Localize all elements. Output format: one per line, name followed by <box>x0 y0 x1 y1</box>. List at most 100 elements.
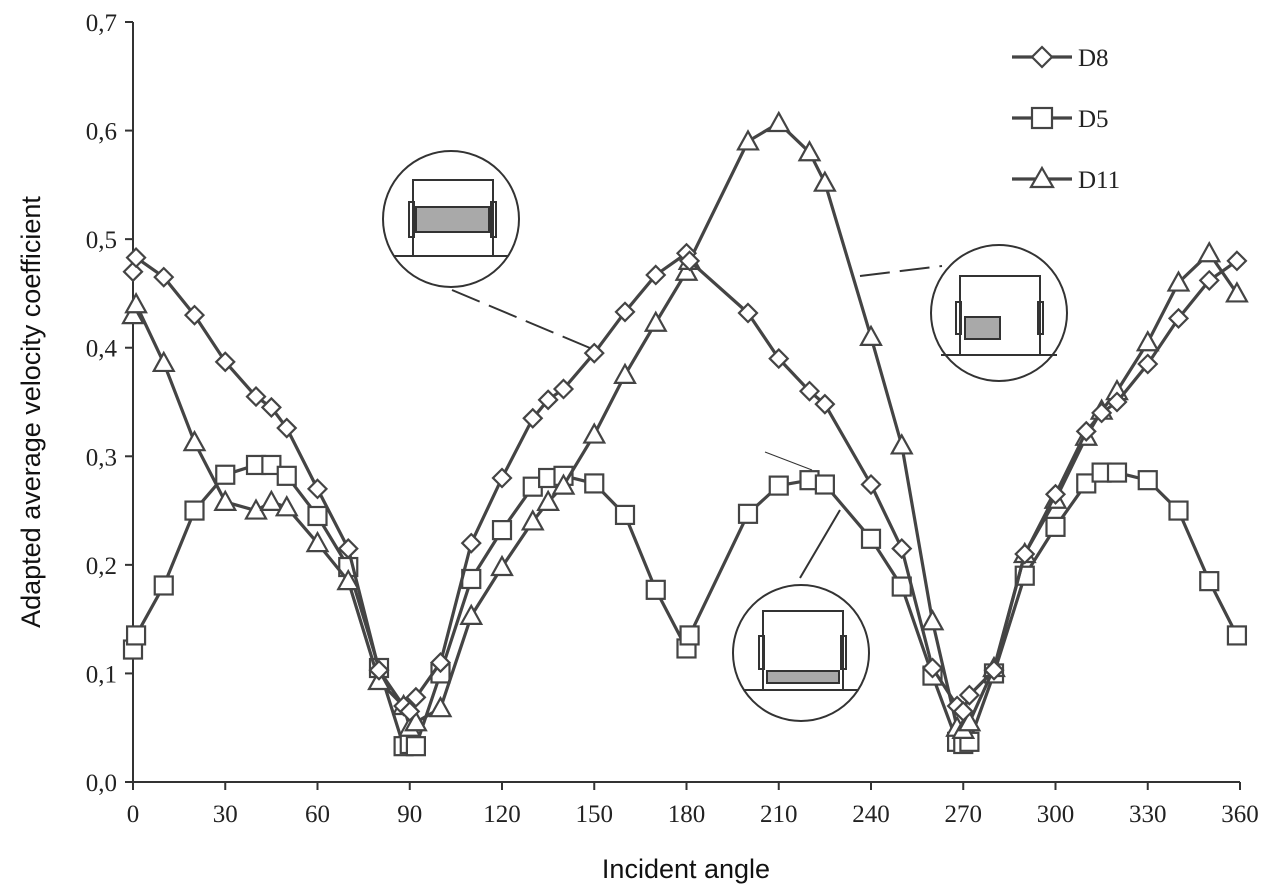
inset-opening-left <box>408 201 415 238</box>
y-tick-label: 0,5 <box>86 227 117 254</box>
data-point-d5 <box>1226 625 1248 646</box>
data-point-d11 <box>551 473 576 495</box>
data-point-d5 <box>1045 516 1066 537</box>
data-point-d5 <box>584 473 605 494</box>
inset-obstacle <box>415 206 490 233</box>
data-point-d8 <box>245 386 267 408</box>
data-point-d11 <box>336 568 361 591</box>
inset-diagram-d5 <box>732 584 870 722</box>
data-point-d11 <box>124 292 148 314</box>
data-point-d8 <box>958 684 980 706</box>
data-point-d8 <box>1198 269 1220 291</box>
x-tick-label: 30 <box>213 801 238 828</box>
data-point-d8 <box>583 342 605 364</box>
data-point-d11 <box>613 362 637 384</box>
data-point-d11 <box>274 495 299 517</box>
x-tick-label: 270 <box>945 801 983 828</box>
data-point-d5 <box>614 504 636 526</box>
data-point-d8 <box>1044 483 1067 505</box>
x-tick-label: 90 <box>397 801 422 828</box>
data-point-d5 <box>125 625 147 646</box>
series-d5 <box>122 454 1248 757</box>
data-point-d8 <box>983 659 1005 681</box>
data-point-d5 <box>1137 470 1158 491</box>
data-point-d5 <box>1076 473 1097 494</box>
data-point-d8 <box>798 380 821 402</box>
data-point-d11 <box>520 509 545 531</box>
leader-lines <box>451 265 943 579</box>
data-point-d8 <box>814 393 836 415</box>
data-point-d5 <box>276 465 297 486</box>
legend-item-d5: D5 <box>1012 106 1109 133</box>
inset-opening-right <box>840 635 847 670</box>
data-point-d8 <box>429 652 452 674</box>
data-point-d8 <box>399 700 421 722</box>
legend-marker-triangle <box>1029 165 1055 189</box>
data-point-d11 <box>582 422 607 444</box>
data-point-d5 <box>860 528 882 549</box>
inset-circle <box>930 244 1068 382</box>
data-point-d8 <box>921 657 944 679</box>
data-point-d8 <box>153 266 175 288</box>
data-point-d5 <box>1106 462 1128 483</box>
data-point-d11 <box>736 129 760 151</box>
x-tick-label: 240 <box>852 801 890 828</box>
inset-opening-left <box>758 635 765 670</box>
legend-label-d8: D8 <box>1078 45 1109 72</box>
data-point-d8 <box>306 478 329 500</box>
legend-marker-square <box>1030 106 1054 130</box>
data-point-d8 <box>645 264 667 286</box>
data-point-d5 <box>1199 571 1220 592</box>
data-point-d11 <box>428 695 453 718</box>
x-tick-label: 330 <box>1129 801 1167 828</box>
data-point-d5 <box>405 736 426 757</box>
data-point-d8 <box>122 261 144 283</box>
series-line-d5 <box>131 463 1239 748</box>
legend: D8 D5 D11 <box>1012 45 1120 194</box>
data-point-d8 <box>952 700 974 722</box>
data-point-d8 <box>552 378 575 400</box>
data-point-d11 <box>490 554 514 577</box>
legend-item-d8: D8 <box>1012 45 1109 72</box>
data-point-d8 <box>183 304 206 326</box>
data-point-d8 <box>1014 543 1036 565</box>
data-point-d11 <box>259 489 284 511</box>
data-point-d5 <box>679 625 700 646</box>
series-layer <box>121 110 1249 757</box>
plot-area: 0 30 60 90 120 150 180 210 240 270 300 330 360 0,0 0,1… <box>86 10 1259 828</box>
leader-line-d8 <box>451 289 591 349</box>
data-point-d8 <box>860 473 882 496</box>
data-point-d8 <box>537 389 559 411</box>
data-point-d8 <box>276 417 298 439</box>
data-point-d11 <box>797 140 822 162</box>
data-point-d8 <box>260 396 282 418</box>
data-point-d11 <box>643 310 668 332</box>
data-point-d11 <box>213 489 238 511</box>
data-point-d5 <box>184 500 205 521</box>
inset-circle <box>732 584 870 722</box>
data-point-d11 <box>459 603 484 625</box>
data-point-d11 <box>766 110 791 133</box>
x-tick-label: 120 <box>483 801 521 828</box>
data-point-d8 <box>768 348 790 370</box>
data-point-d11 <box>1225 281 1249 303</box>
data-point-d11 <box>121 302 145 325</box>
data-point-d5 <box>891 576 912 597</box>
x-tick-label: 60 <box>305 801 330 828</box>
data-point-d8 <box>1106 391 1128 413</box>
data-point-d8 <box>1137 353 1159 375</box>
inset-obstacle <box>766 670 840 684</box>
data-point-d8 <box>491 467 513 489</box>
y-tick-label: 0,2 <box>86 553 117 580</box>
inset-opening-right <box>1037 301 1044 335</box>
leader-line-d5 <box>799 509 841 579</box>
data-point-d8 <box>337 538 359 560</box>
y-tick-label: 0,1 <box>86 661 117 688</box>
data-point-d11 <box>957 710 982 732</box>
data-point-d8 <box>405 686 427 708</box>
data-point-d5 <box>215 464 236 485</box>
legend-marker-diamond <box>1030 45 1054 69</box>
x-tick-label: 360 <box>1221 801 1259 828</box>
data-point-d11 <box>404 710 428 732</box>
